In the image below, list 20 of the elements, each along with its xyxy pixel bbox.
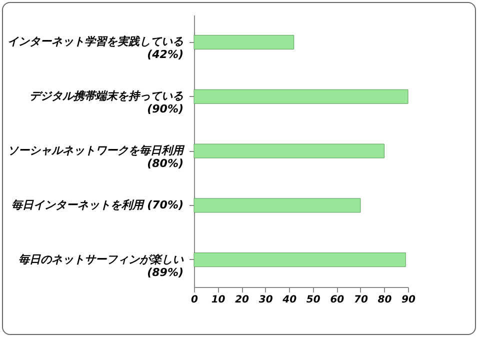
- x-tick-label: 20: [235, 294, 250, 306]
- x-tick-label: 70: [354, 294, 368, 306]
- y-tick-label: 毎日のネットサーフィンが楽しい (89%): [18, 252, 184, 279]
- x-tick-label: 10: [211, 294, 226, 306]
- bar: [194, 34, 294, 50]
- x-tick-label: 30: [258, 294, 273, 306]
- x-tick-label: 80: [378, 294, 392, 306]
- x-tick-label: 90: [402, 294, 416, 306]
- x-tick-label: 40: [282, 294, 297, 306]
- y-tick-label: インターネット学習を実践している (42%): [8, 35, 184, 62]
- x-tick-label: 50: [306, 294, 320, 306]
- x-tick-label: 60: [330, 294, 344, 306]
- bar: [194, 198, 361, 213]
- bar: [194, 252, 406, 268]
- y-tick-label: ソーシャルネットワークを毎日利用 (80%): [8, 144, 186, 170]
- bar: [194, 144, 384, 158]
- y-tick-label: デジタル携帯端末を持っている (90%): [30, 90, 184, 116]
- x-tick-label: 0: [191, 294, 198, 306]
- bar: [194, 89, 408, 104]
- y-tick-label: 毎日インターネットを利用 (70%): [11, 198, 184, 212]
